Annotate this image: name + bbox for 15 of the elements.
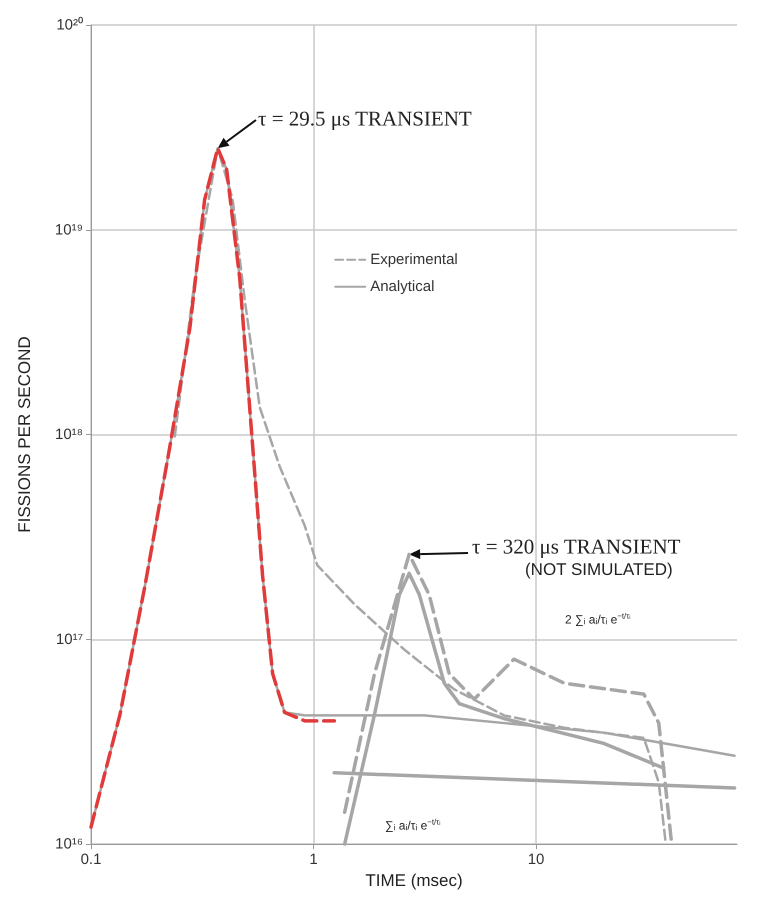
x-axis-title: TIME (msec) (365, 871, 463, 890)
y-axis-title: FISSIONS PER SECOND (15, 336, 34, 533)
x-tick-label: 1 (309, 851, 318, 868)
y-tick-label: 10²⁰ (56, 16, 83, 34)
annotation: (NOT SIMULATED) (525, 560, 673, 579)
y-tick-label: 10¹⁷ (56, 630, 83, 648)
y-tick-label: 10¹⁸ (54, 426, 83, 444)
x-tick-label: 10 (528, 851, 544, 868)
legend-label: Analytical (370, 278, 434, 296)
annotation: τ = 320 μs TRANSIENT (472, 534, 681, 558)
legend-label: Experimental (370, 251, 458, 268)
annotation: τ = 29.5 μs TRANSIENT (258, 106, 472, 130)
y-tick-label: 10¹⁹ (54, 221, 83, 238)
y-tick-label: 10¹⁶ (55, 836, 83, 853)
x-tick-label: 0.1 (80, 851, 102, 868)
